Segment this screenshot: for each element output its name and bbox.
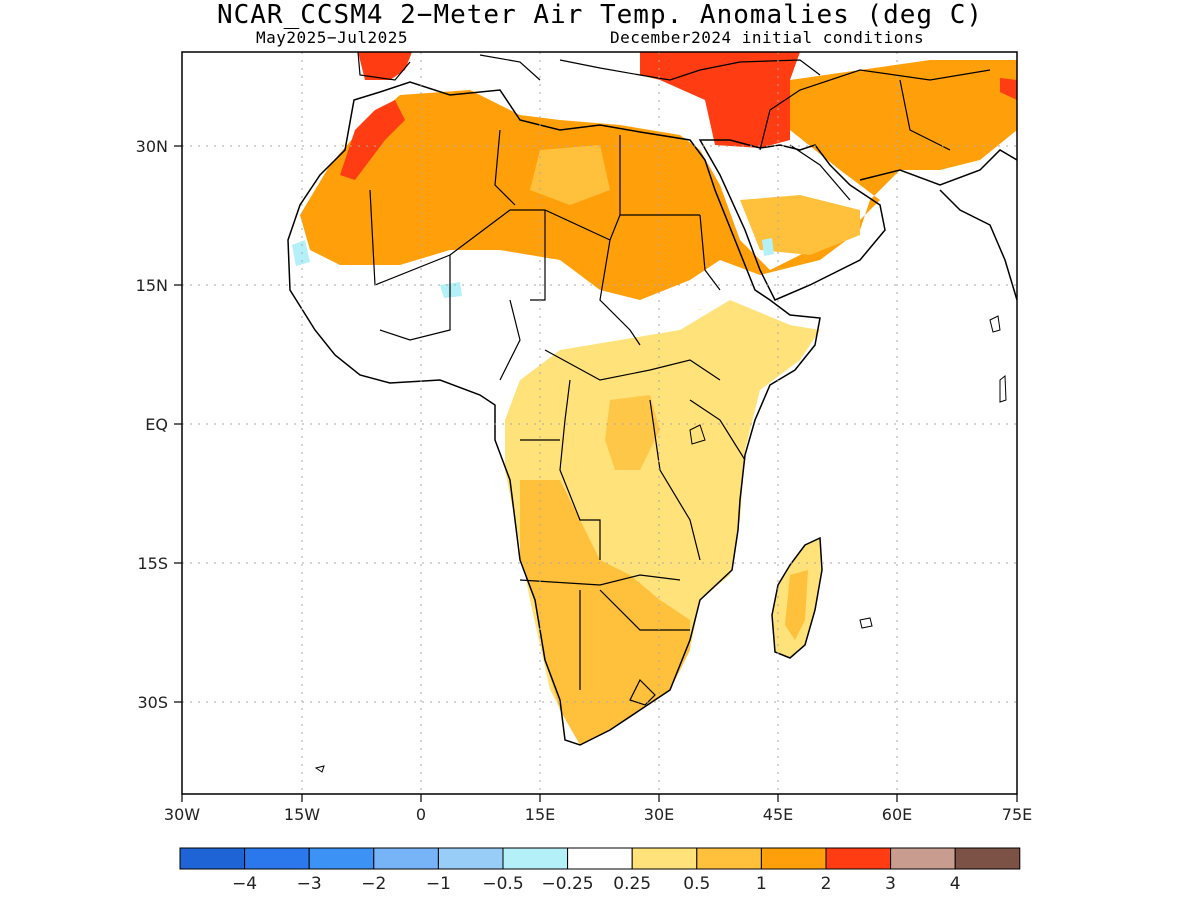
colorbar-label: 3 [885, 874, 896, 894]
lat-label-15n: 15N [136, 276, 168, 295]
colorbar-label: −1 [426, 874, 451, 894]
colorbar-swatch [567, 847, 633, 870]
graticule [182, 52, 1017, 794]
colorbar-swatch [437, 847, 504, 870]
lon-label-60e: 60E [882, 805, 912, 824]
lon-axis [181, 794, 1018, 802]
lat-label-15s: 15S [137, 554, 168, 573]
lon-label-30e: 30E [644, 805, 674, 824]
map-frame [181, 51, 1018, 795]
anomaly-0.5-1-libya [530, 145, 610, 205]
colorbar-label: −2 [361, 874, 386, 894]
europe-coast [357, 52, 821, 81]
colorbar-swatch [373, 847, 439, 870]
lon-label-0: 0 [416, 805, 426, 824]
map-title: NCAR_CCSM4 2−Meter Air Temp. Anomalies (… [216, 0, 984, 30]
colorbar-label: 2 [821, 874, 832, 894]
lon-label-15w: 15W [284, 805, 320, 824]
lon-label-45e: 45E [763, 805, 793, 824]
colorbar: −4 −3 −2 −1 −0.5 −0.25 0.25 0.5 1 2 3 4 [179, 847, 1021, 894]
colorbar-swatch [631, 847, 698, 870]
lon-label-30w: 30W [164, 805, 200, 824]
colorbar-label: 4 [950, 874, 961, 894]
colorbar-swatch [244, 847, 310, 870]
anomaly-1-2-south [520, 480, 690, 745]
lat-label-30n: 30N [136, 137, 168, 156]
colorbar-swatch [696, 847, 762, 870]
anomaly-2-3-central-asia [1000, 78, 1017, 100]
anomaly-0.5-1-arabia [740, 195, 860, 255]
anomaly-neg-west-sahara [292, 240, 310, 266]
colorbar-label: −4 [232, 874, 257, 894]
colorbar-label: 0.25 [613, 874, 651, 894]
colorbar-swatch [179, 847, 246, 870]
anomaly-2-3-turkey-levant [640, 52, 800, 148]
anomaly-1-2-congo [605, 395, 660, 470]
initial-conditions: December2024 initial conditions [610, 28, 925, 47]
asia-coast [859, 149, 1017, 301]
forecast-period: May2025−Jul2025 [256, 28, 408, 47]
anomaly-neg-mali [440, 282, 462, 298]
islands [314, 315, 1007, 773]
lon-label-75e: 75E [1002, 805, 1032, 824]
map-plot-area [182, 52, 1017, 794]
colorbar-label: −0.5 [482, 874, 523, 894]
coastline [287, 81, 821, 746]
colorbar-swatch [954, 847, 1021, 870]
colorbar-label: 0.5 [683, 874, 710, 894]
sahel-band [300, 260, 730, 395]
colorbar-label: 1 [756, 874, 767, 894]
colorbar-swatch [760, 847, 827, 870]
madagascar-warm-core [785, 570, 808, 640]
colorbar-swatch [308, 847, 375, 870]
lat-label-30s: 30S [137, 693, 168, 712]
colorbar-swatch [502, 847, 569, 870]
colorbar-swatch [825, 847, 892, 870]
colorbar-label: −3 [297, 874, 322, 894]
anomaly-neg-arabia [762, 238, 774, 256]
arabia-coast [698, 139, 886, 301]
colorbar-swatch [890, 847, 956, 870]
lon-label-15e: 15E [525, 805, 555, 824]
anomaly-2-3-morocco [340, 100, 405, 180]
country-borders [369, 69, 991, 706]
colorbar-label: −0.25 [542, 874, 594, 894]
lat-axis [174, 145, 182, 703]
lat-label-eq: EQ [145, 415, 168, 434]
anomaly-2-3-iberia [358, 52, 412, 80]
